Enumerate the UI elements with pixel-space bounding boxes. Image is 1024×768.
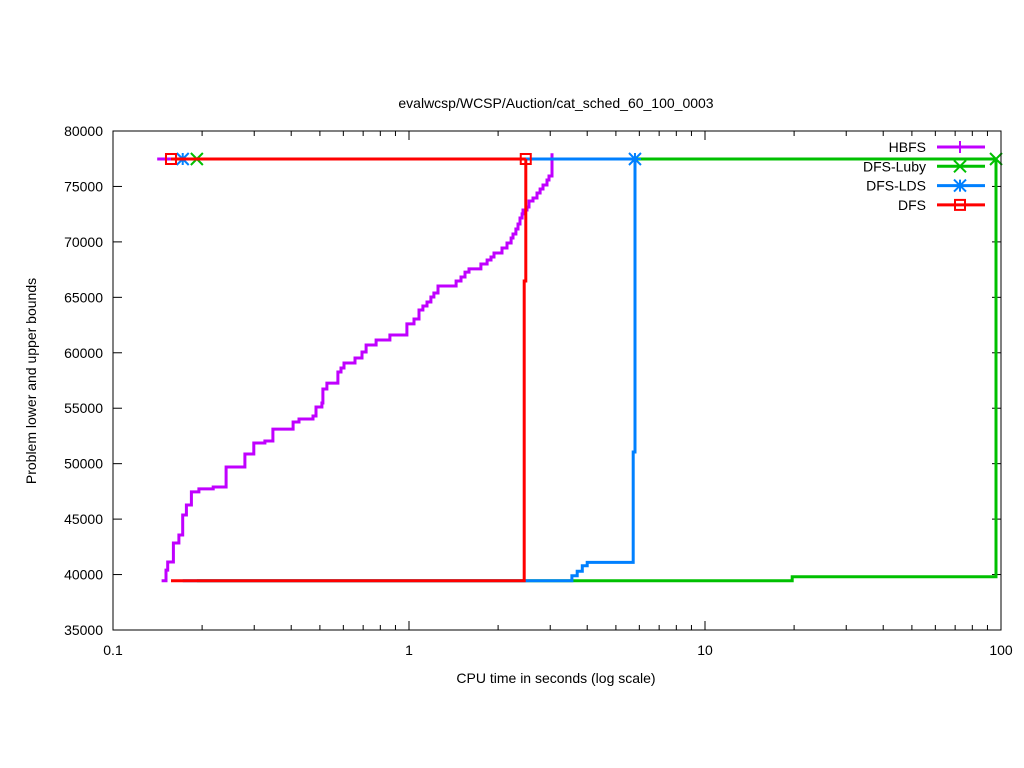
series-layer (157, 152, 1003, 583)
series-dfs-lower-bound-line (171, 159, 528, 583)
legend-entry-dfs: DFS (898, 197, 985, 213)
legend-marker-asterisk-icon (953, 178, 967, 193)
x-axis-title: CPU time in seconds (log scale) (456, 670, 655, 686)
series-dfs-luby-marker (989, 152, 1003, 166)
series-dfs-luby-lower-bound-line (196, 159, 998, 583)
legend-label: DFS-LDS (866, 178, 926, 194)
legend-marker-plus-icon (954, 141, 966, 153)
x-tick-label: 10 (697, 642, 713, 658)
legend-label: HBFS (889, 139, 926, 155)
legend-marker-square-icon (954, 198, 966, 211)
legend-label: DFS (898, 197, 926, 213)
series-dfs-marker (164, 152, 177, 165)
legend-entry-dfs-luby: DFS-Luby (863, 158, 985, 174)
y-tick-label: 55000 (64, 400, 103, 416)
series-dfs-marker (519, 152, 532, 165)
series-dfs (164, 152, 532, 583)
series-hbfs-lower-bound-line (161, 153, 554, 583)
legend-entry-dfs-lds: DFS-LDS (866, 178, 985, 194)
x-tick-label: 0.1 (103, 642, 123, 658)
y-tick-label: 50000 (64, 456, 103, 472)
y-tick-label: 35000 (64, 622, 103, 638)
y-tick-label: 65000 (64, 289, 103, 305)
chart-title: evalwcsp/WCSP/Auction/cat_sched_60_100_0… (398, 95, 713, 111)
y-tick-label: 80000 (64, 123, 103, 139)
y-tick-label: 75000 (64, 178, 103, 194)
y-tick-label: 60000 (64, 345, 103, 361)
legend-entry-hbfs: HBFS (889, 139, 985, 155)
series-dfs-lds-marker (628, 152, 642, 166)
plot-frame (112, 130, 1002, 631)
y-axis-title: Problem lower and upper bounds (23, 278, 39, 484)
legend-marker-x-icon (953, 159, 967, 174)
y-tick-label: 40000 (64, 567, 103, 583)
legend-label: DFS-Luby (863, 158, 926, 174)
series-dfs-lds-lower-bound-line (182, 159, 637, 583)
y-tick-label: 70000 (64, 234, 103, 250)
axis-ticks: 35000 40000 45000 50000 55000 60000 65000 70000… (64, 123, 1013, 658)
legend: HBFS DFS-Luby DFS-LDS DFS (863, 139, 985, 213)
x-tick-label: 1 (405, 642, 413, 658)
x-tick-label: 100 (989, 642, 1013, 658)
y-tick-label: 45000 (64, 511, 103, 527)
